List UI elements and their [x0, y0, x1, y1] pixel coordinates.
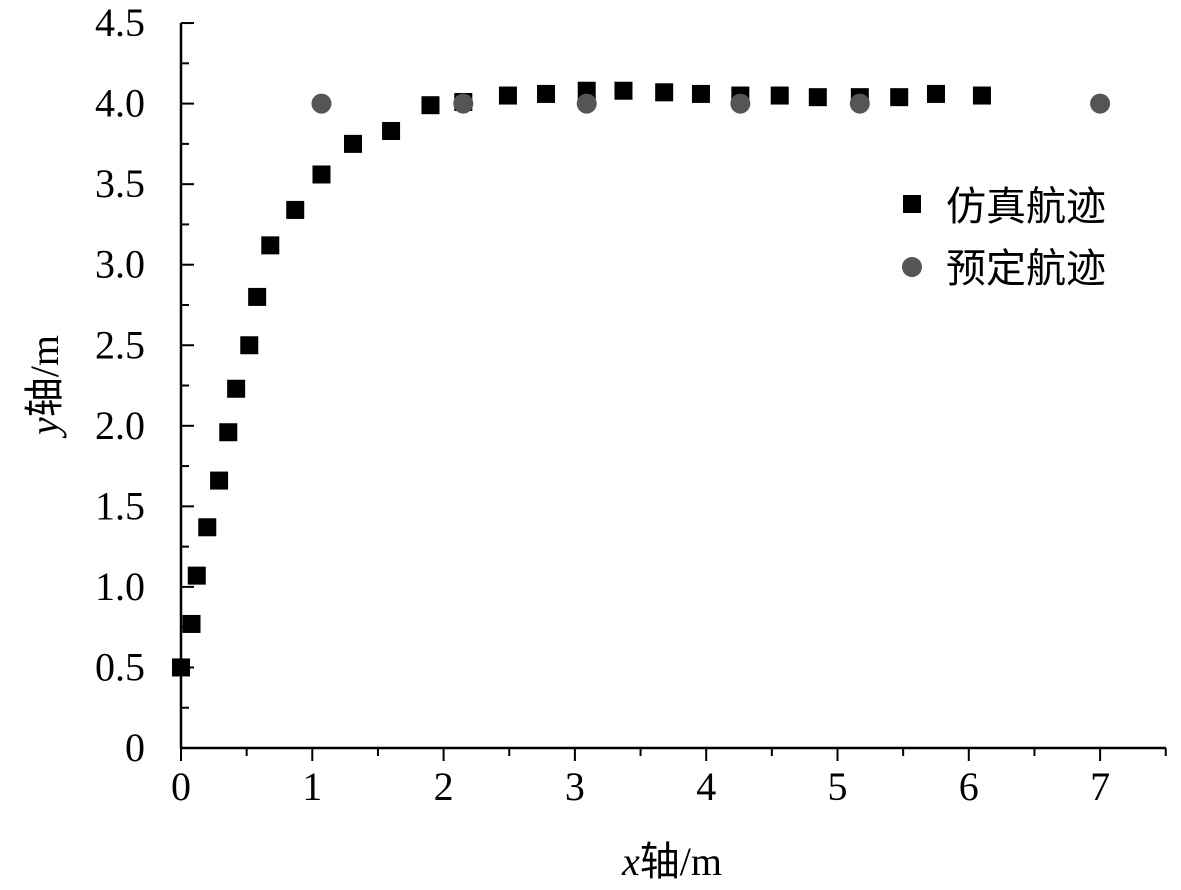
data-point-square	[210, 471, 229, 490]
data-point-square	[187, 566, 206, 585]
x-axis-title-rest: 轴/m	[640, 839, 722, 884]
data-point-square	[382, 121, 401, 140]
y-tick-label: 3.0	[95, 242, 145, 287]
legend-label-1: 预定航迹	[946, 246, 1106, 291]
data-point-square	[172, 658, 190, 677]
data-point-square	[261, 236, 280, 255]
y-tick-label: 2.5	[95, 322, 145, 367]
series-1	[311, 93, 1111, 114]
data-point-square	[655, 83, 674, 102]
y-tick-label: 3.5	[95, 161, 145, 206]
data-point-circle	[311, 93, 332, 114]
y-axis-title: y轴/m	[22, 335, 67, 439]
legend-marker-square	[903, 195, 921, 213]
x-tick-label: 3	[565, 764, 585, 809]
data-point-square	[198, 518, 217, 537]
data-point-square	[182, 614, 201, 633]
data-point-square	[691, 84, 710, 103]
data-point-square	[537, 84, 556, 103]
y-axis-title-rest: 轴/m	[22, 335, 67, 417]
y-tick-label: 4.0	[95, 81, 145, 126]
x-tick-label: 5	[828, 764, 848, 809]
data-point-square	[286, 200, 305, 219]
data-point-square	[808, 88, 827, 107]
y-tick-label: 4.5	[95, 0, 145, 45]
data-point-square	[344, 134, 363, 153]
data-point-circle	[849, 93, 870, 114]
data-point-circle	[1090, 93, 1111, 114]
x-tick-label: 6	[959, 764, 979, 809]
x-tick-label: 0	[171, 764, 191, 809]
data-point-circle	[730, 93, 751, 114]
x-tick-label: 7	[1090, 764, 1110, 809]
y-tick-label: 1.0	[95, 564, 145, 609]
data-point-square	[498, 86, 517, 105]
data-point-square	[770, 86, 789, 105]
legend: 仿真航迹 预定航迹	[902, 184, 1106, 291]
x-tick-label: 4	[696, 764, 716, 809]
data-point-square	[972, 86, 991, 105]
x-tick-label: 1	[302, 764, 322, 809]
y-tick-label: 0.5	[95, 644, 145, 689]
data-point-square	[240, 336, 259, 355]
data-point-square	[926, 84, 945, 103]
x-axis-title: x轴/m	[621, 839, 722, 884]
x-tick-label: 2	[434, 764, 454, 809]
series-0	[172, 81, 991, 677]
legend-label-0: 仿真航迹	[946, 184, 1106, 229]
tick-labels: 0 1 2 3 4 5 6 7 0 0.5 1.0 1.5 2.0 2.5 3.0 3.5 4.0 4.5	[95, 0, 1110, 809]
data-point-square	[219, 423, 238, 442]
data-point-square	[421, 96, 440, 115]
data-point-square	[248, 287, 267, 306]
data-point-square	[890, 88, 909, 107]
data-point-square	[312, 165, 331, 184]
data-point-square	[227, 379, 246, 398]
x-axis-title-var: x	[621, 839, 640, 884]
legend-marker-circle	[902, 257, 922, 277]
series-layer	[172, 81, 1111, 677]
data-point-circle	[576, 93, 597, 114]
y-tick-label: 1.5	[95, 483, 145, 528]
axes	[179, 23, 1166, 750]
y-axis-title-var: y	[22, 417, 67, 439]
y-tick-label: 0	[125, 725, 145, 770]
data-point-square	[614, 81, 633, 100]
ticks	[180, 22, 1167, 761]
data-point-circle	[453, 93, 474, 114]
y-tick-label: 2.0	[95, 403, 145, 448]
